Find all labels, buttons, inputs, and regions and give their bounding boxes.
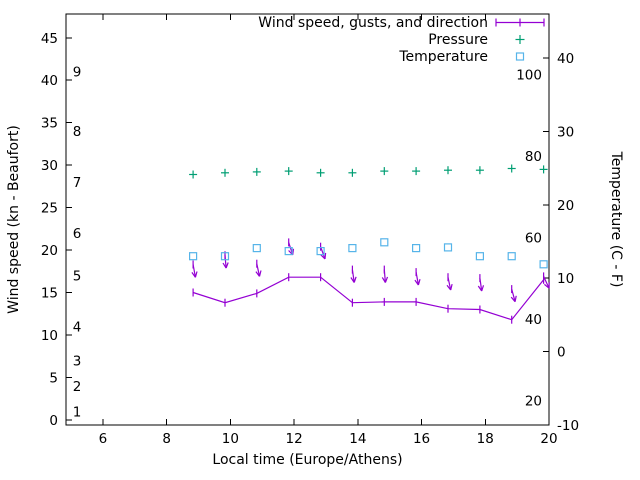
temperature-point	[220, 252, 230, 261]
temperature-point	[252, 244, 261, 253]
y-left-tick-label: 15	[41, 286, 58, 302]
x-axis-title: Local time (Europe/Athens)	[212, 452, 402, 468]
temperature-point	[539, 260, 548, 269]
beaufort-scale-label: 8	[73, 124, 82, 140]
pressure-series	[189, 164, 548, 179]
temperature-point	[475, 252, 484, 261]
temperature-point	[189, 252, 198, 261]
temperature-point	[380, 238, 389, 247]
y-left-tick-label: 20	[41, 243, 58, 259]
y-right-axis-title: Temperature (C - F)	[608, 151, 624, 288]
x-tick-label: 6	[99, 431, 108, 447]
beaufort-scale-label: 9	[73, 65, 82, 81]
x-tick-label: 20	[540, 431, 557, 447]
y-left-tick-label: 40	[41, 73, 58, 89]
temperature-point	[412, 244, 421, 253]
beaufort-scale-label: 5	[73, 269, 82, 285]
y-right-tick-label: 20	[557, 198, 574, 214]
temperature-series	[189, 238, 548, 269]
wind-speed-line	[192, 276, 545, 321]
legend-sample-0	[495, 18, 545, 27]
y-right-tick-label: 30	[557, 124, 574, 140]
y-right-tick-label: 0	[557, 345, 566, 361]
y-left-tick-label: 35	[41, 116, 58, 132]
legend-sample-1	[515, 35, 525, 44]
y-right-tick-label: 40	[557, 51, 574, 67]
beaufort-scale-label: 7	[73, 175, 82, 191]
y-left-tick-label: 45	[41, 31, 58, 47]
fahrenheit-scale-label: 60	[525, 230, 542, 246]
beaufort-scale-label: 3	[73, 353, 82, 369]
beaufort-scale-label: 6	[73, 226, 82, 242]
beaufort-scale-label: 1	[73, 404, 82, 420]
fahrenheit-scale-label: 100	[516, 67, 542, 83]
axis-ticks	[66, 14, 550, 426]
temperature-point	[284, 247, 293, 256]
y-left-tick-label: 30	[41, 158, 58, 174]
wind-series	[191, 238, 550, 324]
y-right-tick-label: 10	[557, 271, 574, 287]
legend-label-1: Pressure	[428, 32, 488, 48]
legend	[495, 18, 545, 61]
legend-sample-2	[515, 52, 525, 61]
x-tick-label: 12	[286, 431, 303, 447]
y-left-tick-label: 25	[41, 201, 58, 217]
y-left-tick-label: 0	[49, 413, 58, 429]
y-right-tick-label: -10	[557, 418, 579, 434]
fahrenheit-scale-label: 40	[525, 312, 542, 328]
legend-label-0: Wind speed, gusts, and direction	[258, 15, 488, 31]
temperature-point	[507, 252, 516, 261]
y-left-tick-label: 10	[41, 328, 58, 344]
temperature-point	[443, 243, 453, 252]
beaufort-scale-label: 4	[73, 319, 82, 335]
x-tick-label: 10	[222, 431, 239, 447]
x-tick-label: 18	[477, 431, 494, 447]
fahrenheit-scale-label: 80	[525, 149, 542, 165]
temperature-point	[348, 244, 357, 253]
x-tick-label: 16	[413, 431, 430, 447]
beaufort-scale-label: 2	[73, 379, 82, 395]
y-left-axis-title: Wind speed (kn - Beaufort)	[6, 125, 22, 314]
y-left-tick-label: 5	[49, 370, 58, 386]
temperature-point	[316, 247, 325, 256]
x-tick-label: 8	[162, 431, 171, 447]
fahrenheit-scale-label: 20	[525, 394, 542, 410]
x-tick-label: 14	[349, 431, 366, 447]
plot-border	[65, 13, 550, 426]
legend-label-2: Temperature	[398, 49, 488, 65]
